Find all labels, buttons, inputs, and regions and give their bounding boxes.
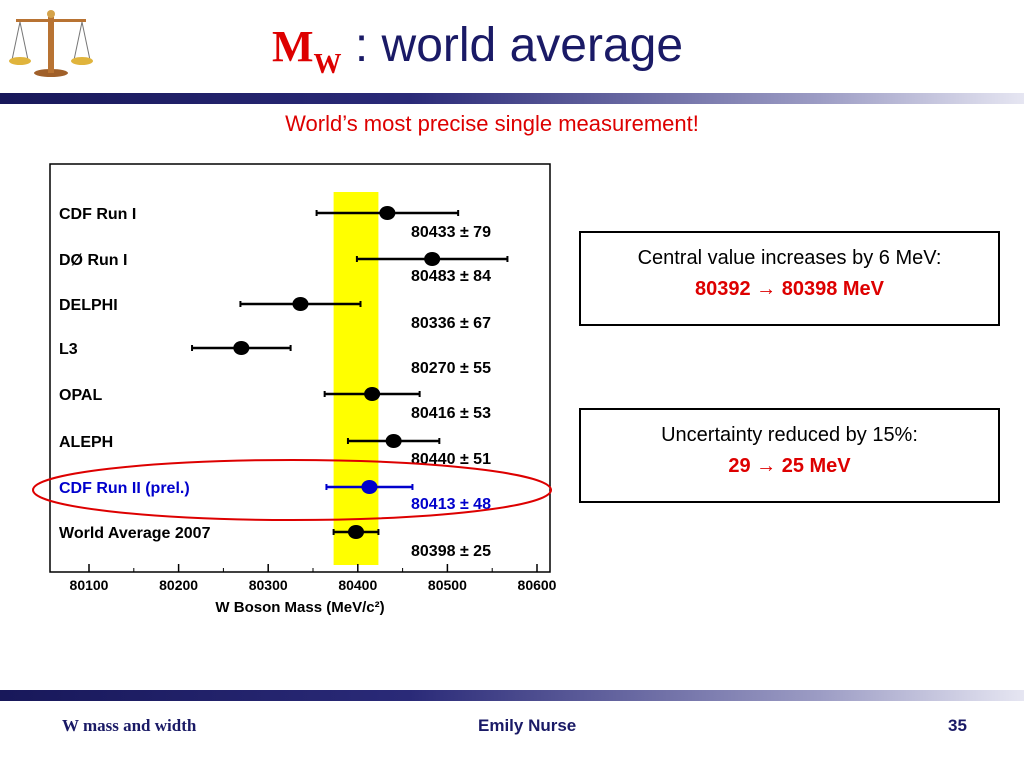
title-text: : world average bbox=[341, 19, 684, 72]
data-point bbox=[292, 297, 309, 311]
page-number: 35 bbox=[948, 716, 967, 735]
balance-scale-icon bbox=[9, 10, 93, 77]
x-tick-label: 80100 bbox=[70, 577, 109, 593]
central-value-box: Central value increases by 6 MeV: 80392 … bbox=[579, 231, 1000, 326]
highlight-ellipse bbox=[32, 459, 552, 521]
central-value-change: 80392 → 80398 MeV bbox=[694, 278, 885, 300]
data-point bbox=[364, 387, 381, 401]
page-title: MW : world average bbox=[272, 14, 684, 80]
point-label: DELPHI bbox=[59, 297, 118, 314]
point-value-label: 80483 ± 84 bbox=[411, 268, 491, 285]
point-value-label: 80270 ± 55 bbox=[411, 360, 491, 377]
footer-topic: W mass and width bbox=[62, 716, 197, 735]
title-subscript: W bbox=[313, 49, 342, 80]
point-label: L3 bbox=[59, 341, 78, 358]
point-label: CDF Run I bbox=[59, 206, 136, 223]
header-divider bbox=[0, 93, 1024, 104]
uncertainty-box: Uncertainty reduced by 15%: 29 → 25 MeV bbox=[579, 408, 1000, 503]
subtitle: World’s most precise single measurement! bbox=[285, 111, 699, 136]
x-tick-label: 80300 bbox=[249, 577, 288, 593]
footer-author: Emily Nurse bbox=[478, 716, 577, 735]
data-point bbox=[361, 480, 378, 494]
title-symbol: M bbox=[272, 22, 314, 71]
point-value-label: 80416 ± 53 bbox=[411, 405, 491, 422]
x-tick-label: 80600 bbox=[518, 577, 557, 593]
w-mass-chart: CDF Run I 80433 ± 79 DØ Run I 80483 ± 84 DEL… bbox=[32, 163, 557, 616]
point-label: CDF Run II (prel.) bbox=[59, 480, 190, 497]
world-average-band bbox=[333, 192, 379, 565]
uncertainty-change: 29 → 25 MeV bbox=[728, 455, 851, 477]
point-value-label: 80336 ± 67 bbox=[411, 315, 491, 332]
point-value-label: 80433 ± 79 bbox=[411, 224, 491, 241]
point-value-label: 80413 ± 48 bbox=[411, 496, 491, 513]
central-value-text: Central value increases by 6 MeV: bbox=[637, 247, 942, 269]
x-tick-label: 80200 bbox=[159, 577, 198, 593]
data-point bbox=[379, 206, 396, 220]
x-axis-label: W Boson Mass (MeV/c²) bbox=[215, 599, 384, 616]
plot-frame bbox=[49, 163, 551, 573]
data-point bbox=[348, 525, 365, 539]
uncertainty-text: Uncertainty reduced by 15%: bbox=[661, 424, 918, 446]
x-tick-label: 80400 bbox=[338, 577, 377, 593]
point-value-label: 80398 ± 25 bbox=[411, 543, 491, 560]
point-label: ALEPH bbox=[59, 434, 113, 451]
x-tick-label: 80500 bbox=[428, 577, 467, 593]
footer-divider bbox=[0, 690, 1024, 701]
point-label: World Average 2007 bbox=[59, 525, 211, 542]
data-point bbox=[424, 252, 441, 266]
point-label: OPAL bbox=[59, 387, 102, 404]
point-label: DØ Run I bbox=[59, 252, 127, 269]
data-point bbox=[233, 341, 250, 355]
data-point bbox=[385, 434, 402, 448]
